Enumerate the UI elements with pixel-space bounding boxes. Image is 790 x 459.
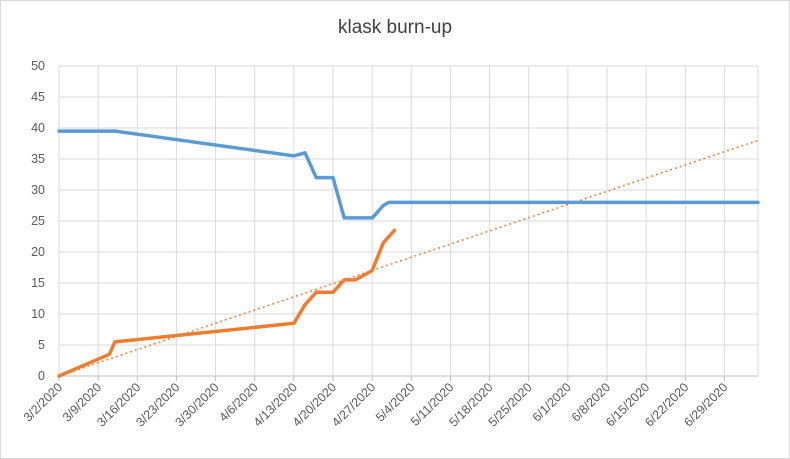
trendline bbox=[58, 139, 759, 377]
grid-layer bbox=[58, 65, 759, 381]
y-tick-label: 15 bbox=[31, 276, 45, 290]
series-layer bbox=[57, 129, 760, 378]
y-tick-label: 30 bbox=[31, 183, 45, 197]
y-tick-label: 5 bbox=[38, 338, 45, 352]
y-tick-label: 25 bbox=[31, 214, 45, 228]
y-tick-label: 10 bbox=[31, 307, 45, 321]
scope-line bbox=[57, 129, 760, 220]
y-tick-label: 40 bbox=[31, 121, 45, 135]
chart-title: klask burn-up bbox=[337, 17, 453, 38]
x-tick-label: 6/1/2020 bbox=[530, 380, 574, 424]
done-line bbox=[57, 228, 397, 378]
y-tick-label: 50 bbox=[31, 59, 45, 73]
y-tick-label: 20 bbox=[31, 245, 45, 259]
y-tick-label: 45 bbox=[31, 90, 45, 104]
y-tick-label: 0 bbox=[38, 369, 45, 383]
y-tick-label: 35 bbox=[31, 152, 45, 166]
label-layer: 051015202530354045503/2/20203/9/20203/16… bbox=[21, 59, 731, 429]
x-tick-label: 3/2/2020 bbox=[21, 380, 65, 424]
